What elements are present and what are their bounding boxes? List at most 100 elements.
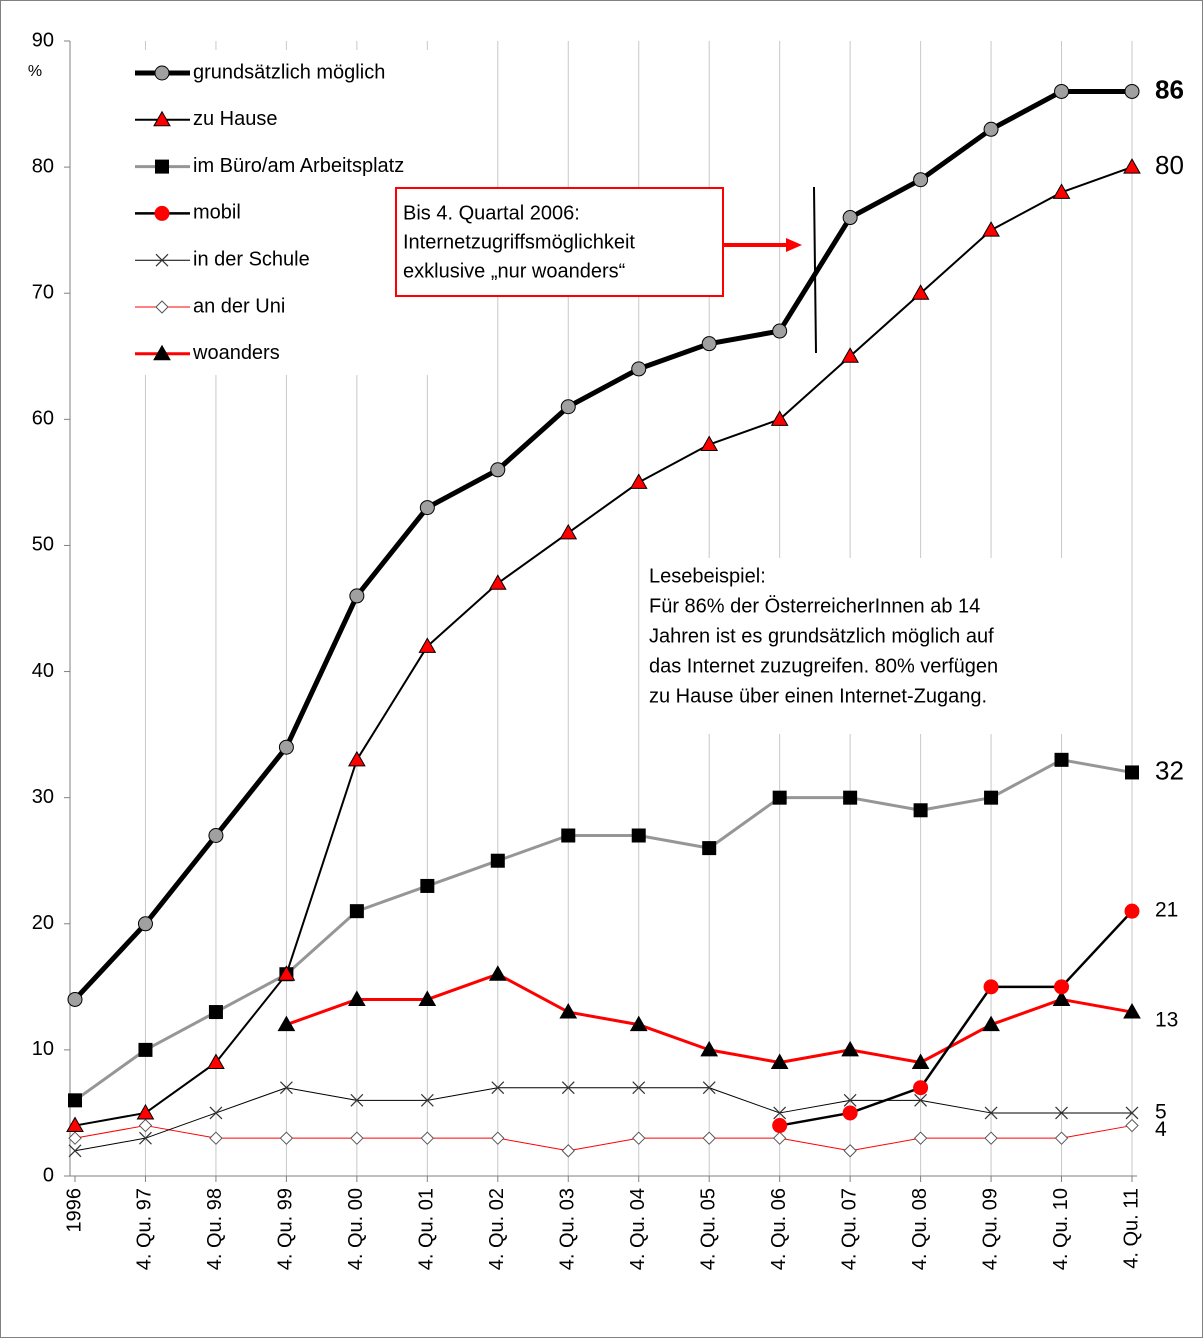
- marker: [911, 284, 930, 300]
- marker: [490, 462, 506, 478]
- series-line: [74, 758, 1133, 1102]
- marker: [1055, 1106, 1068, 1120]
- marker: [1123, 158, 1141, 174]
- marker: [154, 205, 170, 221]
- annotation-bg: [640, 558, 1110, 734]
- marker: [348, 990, 366, 1006]
- arrow-head: [786, 238, 802, 252]
- series-line: [779, 910, 1133, 1127]
- marker: [559, 523, 578, 540]
- annotation-text: Für 86% der ÖsterreicherInnen ab 14: [649, 595, 980, 617]
- marker: [1124, 903, 1140, 919]
- marker: [491, 1081, 505, 1095]
- marker: [701, 336, 717, 352]
- marker: [139, 1131, 152, 1145]
- marker: [914, 1093, 928, 1107]
- legend-label: an der Uni: [193, 295, 285, 317]
- marker: [155, 253, 169, 267]
- legend-label: mobil: [193, 202, 241, 224]
- y-tick-label: 40: [32, 660, 54, 682]
- legend-label: im Büro/am Arbeitsplatz: [193, 155, 404, 177]
- y-tick-label: 80: [32, 155, 54, 177]
- end-label: 5: [1155, 1100, 1167, 1123]
- marker: [561, 828, 576, 843]
- marker: [632, 1131, 646, 1145]
- marker: [208, 828, 224, 843]
- end-label: 86: [1155, 74, 1184, 104]
- marker: [842, 1105, 858, 1121]
- marker: [490, 853, 505, 868]
- marker: [772, 323, 788, 339]
- x-tick-label: 4. Qu. 11: [1120, 1188, 1142, 1269]
- marker: [68, 1144, 82, 1158]
- marker: [913, 172, 929, 188]
- annotation-text: das Internet zuzugreifen. 80% verfügen: [649, 655, 998, 677]
- y-tick-label: 50: [32, 534, 54, 556]
- marker: [702, 1131, 716, 1145]
- x-tick-label: 4. Qu. 00: [345, 1188, 367, 1270]
- x-tick-label: 4. Qu. 08: [909, 1188, 931, 1270]
- marker: [68, 1093, 82, 1108]
- annotation-text: zu Hause über einen Internet-Zugang.: [649, 685, 987, 707]
- marker: [137, 916, 153, 932]
- marker: [277, 965, 296, 981]
- marker: [772, 790, 787, 805]
- marker: [841, 1040, 859, 1057]
- marker: [983, 979, 999, 995]
- marker: [1052, 183, 1071, 199]
- marker: [209, 1131, 223, 1145]
- marker: [420, 878, 435, 893]
- y-tick-label: 30: [32, 786, 54, 808]
- marker: [773, 1106, 787, 1120]
- x-tick-label: 4. Qu. 98: [204, 1188, 226, 1270]
- marker: [348, 750, 366, 767]
- marker: [772, 1131, 787, 1145]
- x-tick-label: 4. Qu. 07: [838, 1188, 860, 1270]
- marker: [1054, 83, 1070, 99]
- marker: [154, 65, 170, 81]
- legend-label: grundsätzlich möglich: [193, 61, 385, 83]
- marker: [911, 1053, 930, 1069]
- marker: [350, 1131, 364, 1145]
- marker: [843, 1093, 857, 1107]
- marker: [913, 1080, 929, 1096]
- series-line: [73, 88, 1132, 1002]
- end-label: 4: [1155, 1118, 1167, 1141]
- marker: [153, 110, 171, 127]
- marker: [207, 1053, 225, 1069]
- legend-label: zu Hause: [193, 108, 278, 130]
- marker: [1054, 1131, 1069, 1145]
- marker: [984, 1131, 998, 1145]
- y-tick-label: 10: [32, 1038, 54, 1060]
- marker: [138, 1118, 153, 1133]
- marker: [913, 1131, 928, 1145]
- marker: [984, 1106, 998, 1120]
- marker: [418, 637, 437, 653]
- marker: [418, 990, 437, 1006]
- marker: [913, 803, 928, 818]
- marker: [561, 1081, 575, 1095]
- marker: [67, 991, 83, 1007]
- x-tick-label: 4. Qu. 02: [486, 1188, 508, 1270]
- marker: [208, 1005, 223, 1020]
- x-tick-label: 4. Qu. 04: [627, 1188, 649, 1270]
- marker: [279, 1081, 293, 1095]
- annotation-text: Internetzugriffsmöglichkeit: [403, 231, 635, 253]
- y-tick-label: 60: [32, 408, 54, 430]
- marker: [559, 1003, 578, 1019]
- series-line: [74, 1087, 1132, 1152]
- marker: [984, 790, 999, 805]
- annotation-box: [395, 187, 724, 297]
- end-label: 80: [1155, 150, 1184, 180]
- marker: [66, 1116, 84, 1133]
- marker: [420, 1131, 435, 1145]
- marker: [702, 841, 717, 856]
- marker: [1125, 765, 1139, 780]
- marker: [702, 1081, 716, 1095]
- legend-label: in der Schule: [193, 248, 310, 270]
- marker: [561, 1144, 575, 1158]
- marker: [420, 1093, 434, 1107]
- marker: [983, 121, 999, 137]
- series-line: [74, 1125, 1133, 1152]
- marker: [629, 1015, 648, 1032]
